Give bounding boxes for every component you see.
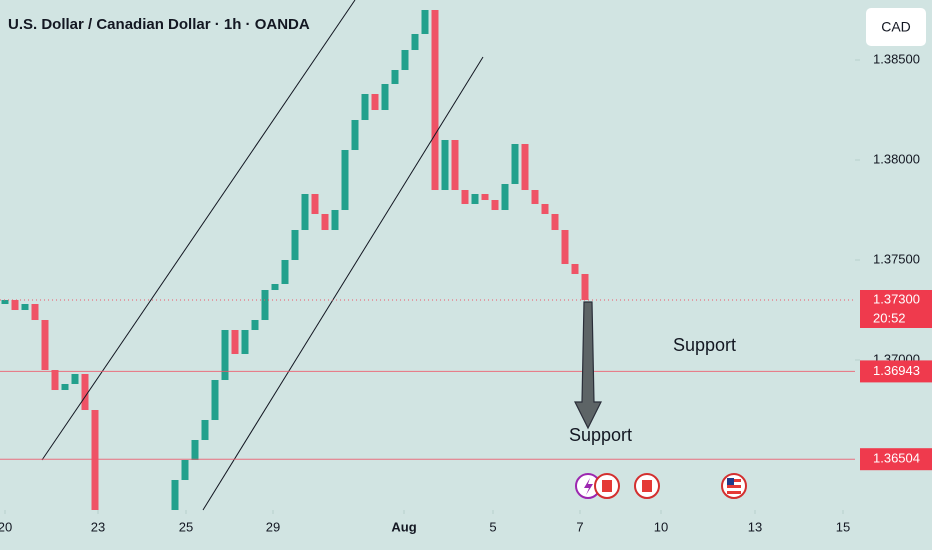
candle [461,190,469,204]
candle [381,84,389,110]
candle [51,370,59,390]
flag-mark [602,480,612,492]
candle [21,304,29,310]
support-annotation: Support [673,335,736,355]
candle [31,304,39,320]
candle [521,144,529,190]
y-tick-label: 1.38500 [873,51,920,66]
candle [541,204,549,214]
flag-mark [727,491,741,494]
candle [481,194,489,200]
candle [261,290,269,320]
candle [371,94,379,110]
candle [81,374,89,410]
candle [152,536,159,550]
level-tag [860,448,932,471]
level-label: 1.36943 [873,363,920,378]
candle [441,140,449,190]
candle [211,380,219,420]
candle [181,460,189,480]
candle [251,320,259,330]
candle [421,10,429,34]
candle [341,150,349,210]
chart-title: U.S. Dollar / Canadian Dollar · 1h · OAN… [8,16,310,33]
candle [551,214,559,230]
y-tick-label: 1.37500 [873,251,920,266]
candle [351,120,359,150]
candle [162,524,169,536]
candle [561,230,569,264]
x-tick-label: 23 [91,519,105,534]
candle [471,194,479,204]
candle [221,330,229,380]
x-tick-label: 20 [0,519,12,534]
candle [61,384,69,390]
candle [91,410,99,510]
candle [102,536,109,540]
candle [231,330,239,354]
candle [271,284,279,290]
x-tick-label: 10 [654,519,668,534]
candle [201,420,209,440]
x-tick-label: 5 [489,519,496,534]
candle [431,10,439,190]
candle [41,320,49,370]
x-tick-label: 15 [836,519,850,534]
candles-layer [1,10,589,550]
candle [291,230,299,260]
candle [411,34,419,50]
level-label: 1.36504 [873,451,920,466]
candle [451,140,459,190]
candle [531,190,539,204]
channel-line-lower [202,56,484,511]
candle [311,194,319,214]
candle [491,200,499,210]
levels-layer: 1.37300 20:52 1.36943 1.36504 [0,290,932,471]
down-arrow [574,301,602,430]
candle [391,70,399,84]
support-annotation: Support [569,425,632,445]
candle [501,184,509,210]
candle [301,194,309,230]
candle [281,260,289,284]
x-tick-label: 7 [576,519,583,534]
flag-mark [727,485,741,488]
x-tick-label: Aug [391,519,416,534]
candle [11,300,19,310]
candle [1,300,9,304]
candle [171,480,179,510]
candle [321,214,329,230]
y-tick-label: 1.38000 [873,151,920,166]
candle [241,330,249,354]
currency-button[interactable] [866,8,926,46]
candle [401,50,409,70]
candle [191,440,199,460]
x-tick-label: 25 [179,519,193,534]
event-icon-bolt [584,478,593,495]
candle [581,274,589,300]
candle [571,264,579,274]
candle [71,374,79,384]
event-icons [575,473,747,499]
channel-line-upper [41,0,356,461]
current-price-label: 1.37300 [873,291,920,306]
x-tick-label: 13 [748,519,762,534]
countdown-label: 20:52 [873,310,906,325]
currency-label[interactable]: CAD [881,19,911,35]
current-price-tag [860,290,932,328]
x-tick-label: 29 [266,519,280,534]
candle [142,540,149,550]
flag-mark [727,478,734,485]
candle [511,144,519,184]
candle [132,530,139,540]
candle [331,210,339,230]
level-tag [860,360,932,383]
candle [122,530,129,544]
candle [112,536,119,544]
candle [361,94,369,120]
flag-mark [642,480,652,492]
